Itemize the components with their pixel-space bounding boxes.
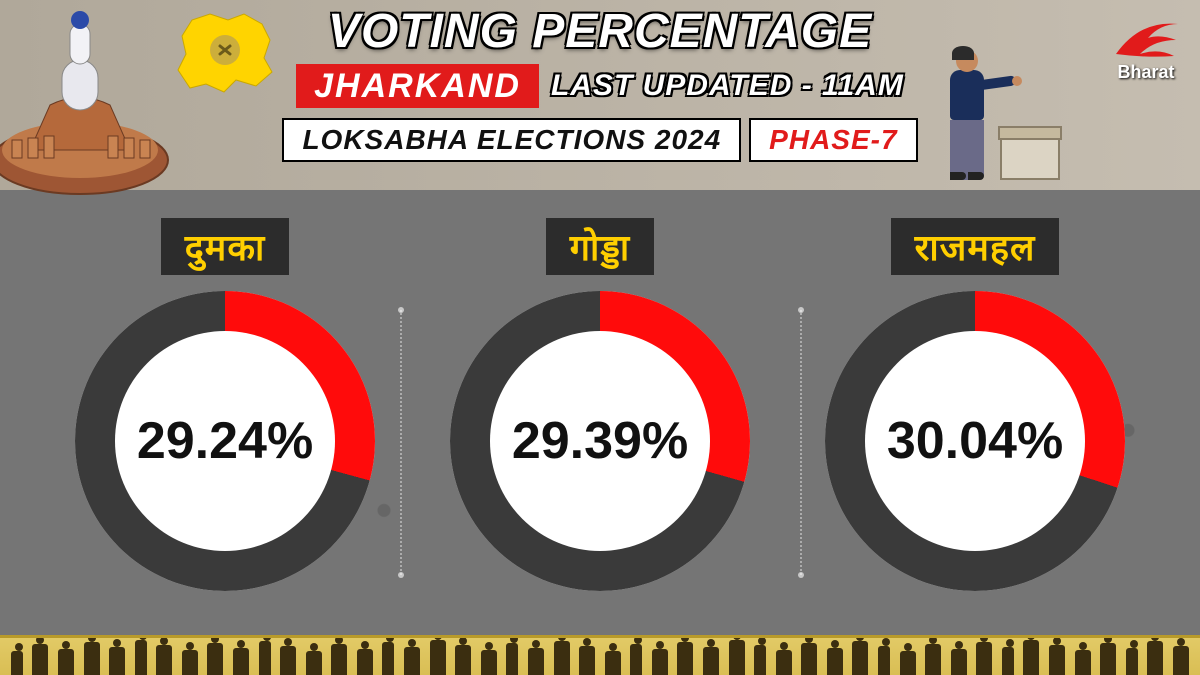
- main-title: VOTING PERCENTAGE: [260, 8, 940, 56]
- percentage-value: 29.24%: [137, 411, 313, 471]
- footer-silhouette-strip: [0, 635, 1200, 675]
- charts-panel: दुमका 29.24% गोड्डा 29.39% राजमहल 30.04%: [0, 190, 1200, 635]
- phase-badge: PHASE-7: [749, 118, 917, 162]
- percentage-value: 29.39%: [512, 411, 688, 471]
- donut-chart: 29.24%: [75, 291, 375, 591]
- voter-illustration: [940, 20, 1060, 180]
- channel-logo: Bharat: [1110, 14, 1182, 83]
- header-text-block: VOTING PERCENTAGE JHARKAND LAST UPDATED …: [260, 8, 940, 162]
- last-updated-label: LAST UPDATED - 11AM: [551, 69, 904, 103]
- election-badge: LOKSABHA ELECTIONS 2024: [282, 118, 741, 162]
- logo-swoosh-icon: [1110, 14, 1182, 66]
- percentage-value: 30.04%: [887, 411, 1063, 471]
- donut-chart: 29.39%: [450, 291, 750, 591]
- constituency-label: गोड्डा: [546, 218, 654, 275]
- donut-chart: 30.04%: [825, 291, 1125, 591]
- state-badge: JHARKAND: [296, 64, 539, 108]
- constituency-column: गोड्डा 29.39%: [450, 218, 750, 591]
- constituency-label: दुमका: [161, 218, 290, 275]
- parliament-emblem: [0, 0, 180, 200]
- header-banner: VOTING PERCENTAGE JHARKAND LAST UPDATED …: [0, 0, 1200, 190]
- constituency-column: राजमहल 30.04%: [825, 218, 1125, 591]
- constituency-column: दुमका 29.24%: [75, 218, 375, 591]
- state-map-icon: [170, 6, 280, 96]
- constituency-label: राजमहल: [891, 218, 1060, 275]
